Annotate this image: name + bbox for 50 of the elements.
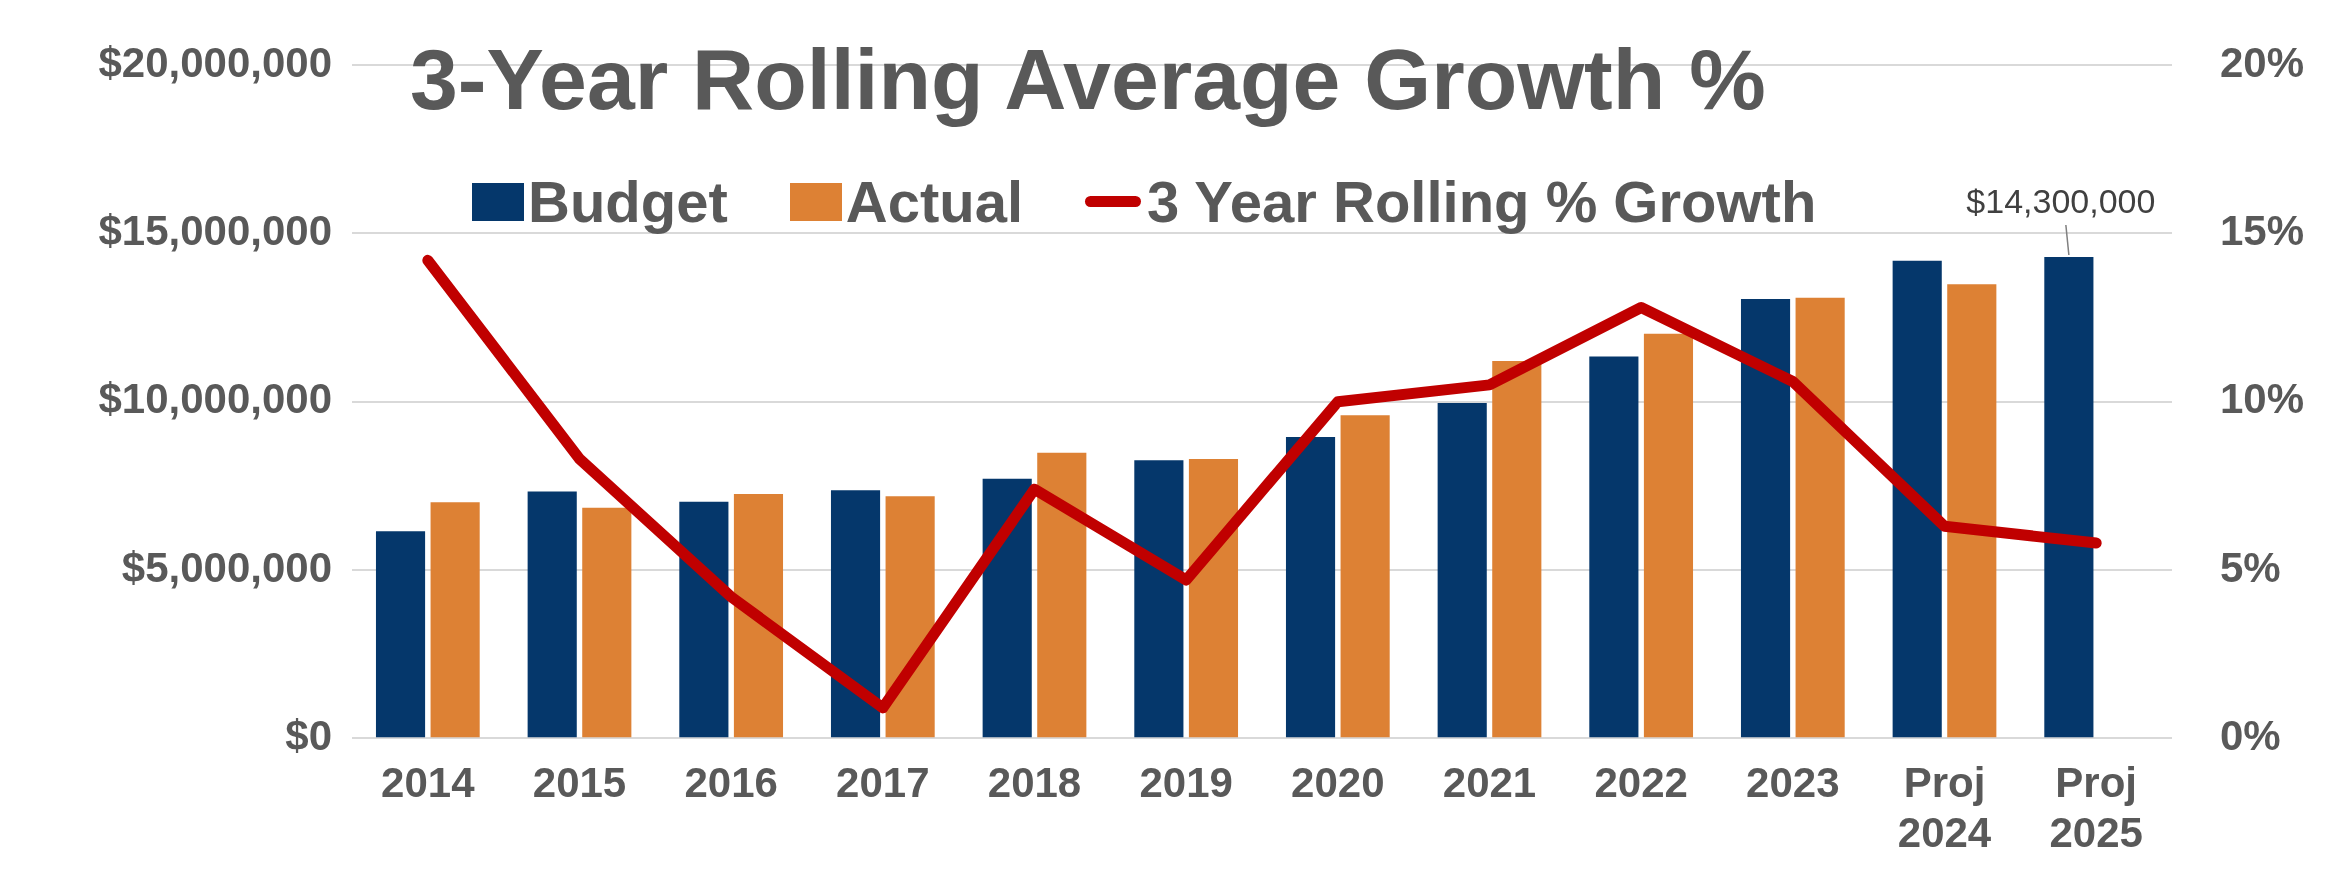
y-tick-label: $10,000,000 xyxy=(98,375,332,423)
x-tick-label: 2016 xyxy=(684,758,778,806)
x-tick-label: 2019 xyxy=(1139,758,1233,806)
bar xyxy=(1589,356,1639,738)
legend-label: 3 Year Rolling % Growth xyxy=(1147,168,1817,235)
x-tick-label: 2018 xyxy=(987,758,1082,806)
bar xyxy=(1037,452,1087,738)
chart-title: 3-Year Rolling Average Growth % xyxy=(410,31,1766,127)
bar xyxy=(1740,299,1791,738)
bar xyxy=(1643,333,1694,738)
y-tick-label: $15,000,000 xyxy=(98,207,332,255)
bar xyxy=(982,478,1032,738)
y2-tick-label: 5% xyxy=(2220,543,2281,591)
y-tick-label: $0 xyxy=(285,711,332,759)
bar xyxy=(885,496,935,738)
y2-tick-label: 0% xyxy=(2220,711,2281,759)
x-tick-label: 2021 xyxy=(1442,758,1537,806)
bar xyxy=(1795,297,1845,738)
bar xyxy=(679,501,729,738)
bar xyxy=(430,502,480,738)
y2-tick-label: 20% xyxy=(2220,38,2305,86)
x-tick-label: Proj 2024 xyxy=(1897,758,1992,857)
bar xyxy=(1340,415,1390,738)
data-label: $14,300,000 xyxy=(1966,182,2156,221)
bar xyxy=(1285,437,1336,738)
y-tick-label: $20,000,000 xyxy=(98,38,332,86)
bar xyxy=(1188,458,1239,738)
bar xyxy=(1947,284,1997,738)
y-tick-label: $5,000,000 xyxy=(121,543,332,591)
x-tick-label: 2014 xyxy=(381,758,476,806)
bar xyxy=(1892,260,1942,738)
bar xyxy=(527,491,577,738)
y2-tick-label: 10% xyxy=(2220,375,2305,423)
bar xyxy=(733,493,784,738)
x-tick-label: 2023 xyxy=(1746,758,1840,806)
bar xyxy=(1134,460,1184,738)
bar xyxy=(1492,360,1542,738)
bar xyxy=(1437,403,1487,738)
legend-label: Actual xyxy=(845,168,1024,235)
bar xyxy=(582,507,632,738)
y2-tick-label: 15% xyxy=(2220,207,2305,255)
x-tick-label: Proj 2025 xyxy=(2049,758,2143,857)
bar xyxy=(375,531,426,738)
x-tick-label: 2022 xyxy=(1594,758,1688,806)
bar xyxy=(2044,257,2094,738)
x-tick-label: 2020 xyxy=(1291,758,1385,806)
legend-label: Budget xyxy=(528,168,728,235)
x-tick-label: 2017 xyxy=(836,758,930,806)
bar xyxy=(830,490,881,738)
x-tick-label: 2015 xyxy=(532,758,627,806)
